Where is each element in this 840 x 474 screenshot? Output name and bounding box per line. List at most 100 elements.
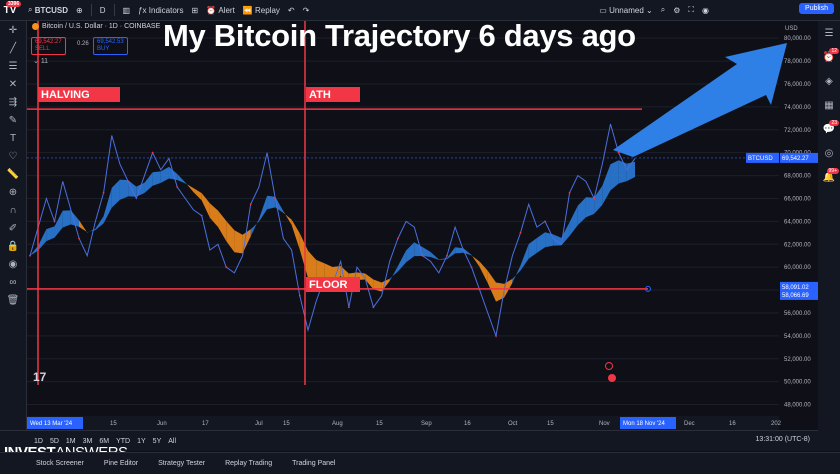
floor-price-label-2: 58,066.69 [782, 293, 809, 299]
magnet-icon[interactable]: ∩ [9, 204, 17, 216]
alert-button[interactable]: ⏰ Alert [206, 6, 235, 15]
buy-label: BUY [97, 46, 110, 52]
price-tick-label: 78,000.00 [784, 59, 811, 65]
range-bar: 1D 5D 1M 3M 6M YTD 1Y 5Y All [0, 430, 818, 451]
current-price-label: 69,542.27 [782, 156, 809, 162]
fullscreen-icon[interactable]: ⛶ [688, 5, 694, 14]
lock-drawing-icon[interactable]: ✐ [8, 222, 18, 234]
text-icon[interactable]: T [9, 132, 17, 144]
floor-line-handle [645, 285, 651, 292]
lock-icon[interactable]: 🔒 [6, 240, 20, 252]
indicators-toggle[interactable]: ⌄ 11 [33, 58, 49, 65]
ema-ribbon-segment [267, 195, 276, 210]
sell-button[interactable]: 69,542.27 SELL [31, 37, 66, 55]
menu-logo-icon[interactable]: TV 3396 [3, 1, 22, 16]
chart-type-icon[interactable]: ▥ [122, 5, 131, 15]
undo-icon[interactable]: ↶ [287, 5, 295, 15]
ema-ribbon-segment [38, 229, 47, 251]
calendar-icon[interactable]: ▦ [824, 99, 834, 111]
tab-strategy-tester[interactable]: Strategy Tester [158, 460, 206, 467]
trendline-icon[interactable]: ╱ [9, 42, 17, 54]
quick-search-icon[interactable]: ⌕ [660, 5, 666, 14]
publish-button[interactable]: Publish [799, 3, 834, 14]
price-tick-label: 72,000.00 [784, 128, 811, 134]
time-tick-label: 16 [464, 421, 471, 427]
link-icon[interactable]: ∞ [9, 276, 17, 288]
indicators-label: Indicators [148, 5, 184, 15]
notifications-icon[interactable]: 🔔 99+ [822, 168, 839, 183]
tab-replay-trading[interactable]: Replay Trading [225, 460, 273, 467]
redo-icon[interactable]: ↷ [302, 5, 310, 15]
trash-icon[interactable]: 🗑 [6, 294, 20, 306]
range-6m[interactable]: 6M [99, 437, 110, 445]
range-3m[interactable]: 3M [82, 437, 93, 445]
ema-ribbon-segment [119, 179, 129, 200]
ema-ribbon-segment [365, 273, 374, 290]
price-point [446, 254, 448, 257]
spread-value: 0.26 [77, 41, 89, 47]
range-1m[interactable]: 1M [65, 437, 76, 445]
layout-button[interactable]: ▭ Unnamed ⌄ [599, 5, 653, 15]
ema-ribbon-segment [487, 270, 497, 302]
time-tick-label: Jul [255, 421, 263, 427]
pattern-icon[interactable]: ✕ [8, 78, 18, 90]
range-ytd[interactable]: YTD [116, 437, 131, 445]
ema-ribbon-segment [610, 160, 619, 191]
time-tick-label: 15 [110, 421, 117, 427]
tab-trading-panel[interactable]: Trading Panel [292, 460, 336, 467]
range-5d[interactable]: 5D [49, 437, 59, 445]
settings-icon[interactable]: ⚙ [673, 5, 681, 15]
templates-icon[interactable]: ⊞ [191, 5, 199, 15]
price-point [568, 191, 571, 194]
range-all[interactable]: All [168, 437, 177, 445]
price-point [200, 214, 203, 217]
ema-ribbon-segment [585, 197, 595, 218]
ema-ribbon-segment [128, 180, 137, 197]
ema-ribbon-segment [103, 187, 112, 224]
brush-icon[interactable]: ✎ [8, 114, 18, 126]
crosshair-icon[interactable]: ✛ [8, 24, 18, 36]
heart-icon[interactable]: ♡ [8, 150, 18, 162]
ema-ribbon-segment [152, 171, 161, 186]
fib-icon[interactable]: ☰ [8, 60, 18, 72]
search-icon: ⌕ [28, 5, 35, 14]
snapshot-icon[interactable]: ◉ [701, 5, 709, 15]
zoom-icon[interactable]: ⊕ [8, 186, 18, 198]
clock-timezone[interactable]: 13:31:00 (UTC-8) [755, 436, 810, 443]
ema-ribbon-segment [569, 205, 578, 236]
alerts-icon[interactable]: ⏰ 12 [822, 48, 839, 63]
symbol-search[interactable]: ⌕ BTCUSD [28, 5, 68, 15]
ema-ribbon-segment [283, 211, 292, 225]
watchlist-icon[interactable]: ☰ [824, 27, 834, 39]
time-tick-label: Aug [332, 421, 343, 427]
replay-button[interactable]: ⏪ Replay [243, 6, 280, 15]
layers-icon[interactable]: ◈ [825, 75, 833, 87]
price-tick-label: 74,000.00 [784, 105, 811, 111]
tab-pine-editor[interactable]: Pine Editor [103, 460, 139, 467]
range-1y[interactable]: 1Y [137, 437, 146, 445]
range-5y[interactable]: 5Y [152, 437, 162, 445]
time-start-tag [27, 417, 83, 429]
sell-label: SELL [35, 46, 50, 52]
range-1d[interactable]: 1D [34, 437, 43, 445]
forecast-icon[interactable]: ⇶ [8, 96, 18, 108]
time-tick-label: 17 [202, 421, 209, 427]
ema-ribbon-segment [414, 242, 423, 257]
tab-stock-screener[interactable]: Stock Screener [36, 460, 84, 467]
event-icon [605, 362, 613, 370]
ruler-icon[interactable]: 📏 [6, 168, 20, 180]
interval-button[interactable]: D [99, 5, 106, 15]
compare-button[interactable]: ⊕ [76, 5, 83, 15]
indicators-button[interactable]: ƒx Indicators [138, 6, 183, 15]
streams-icon[interactable]: ◎ [824, 147, 834, 159]
ema-ribbon-segment [602, 164, 611, 205]
ideas-icon[interactable]: 💬 23 [822, 120, 839, 135]
floor-label-box [306, 277, 360, 292]
buy-price: 69,542.53 [97, 39, 124, 45]
eye-icon[interactable]: ◉ [8, 258, 18, 270]
trajectory-arrow [613, 43, 787, 157]
ema-ribbon-segment [144, 172, 153, 193]
price-chart[interactable]: 80,000.00 78,000.00 76,000.00 74,000.00 72,0… [27, 21, 818, 430]
buy-button[interactable]: 69,542.53 BUY [93, 37, 128, 55]
price-point [593, 197, 596, 200]
